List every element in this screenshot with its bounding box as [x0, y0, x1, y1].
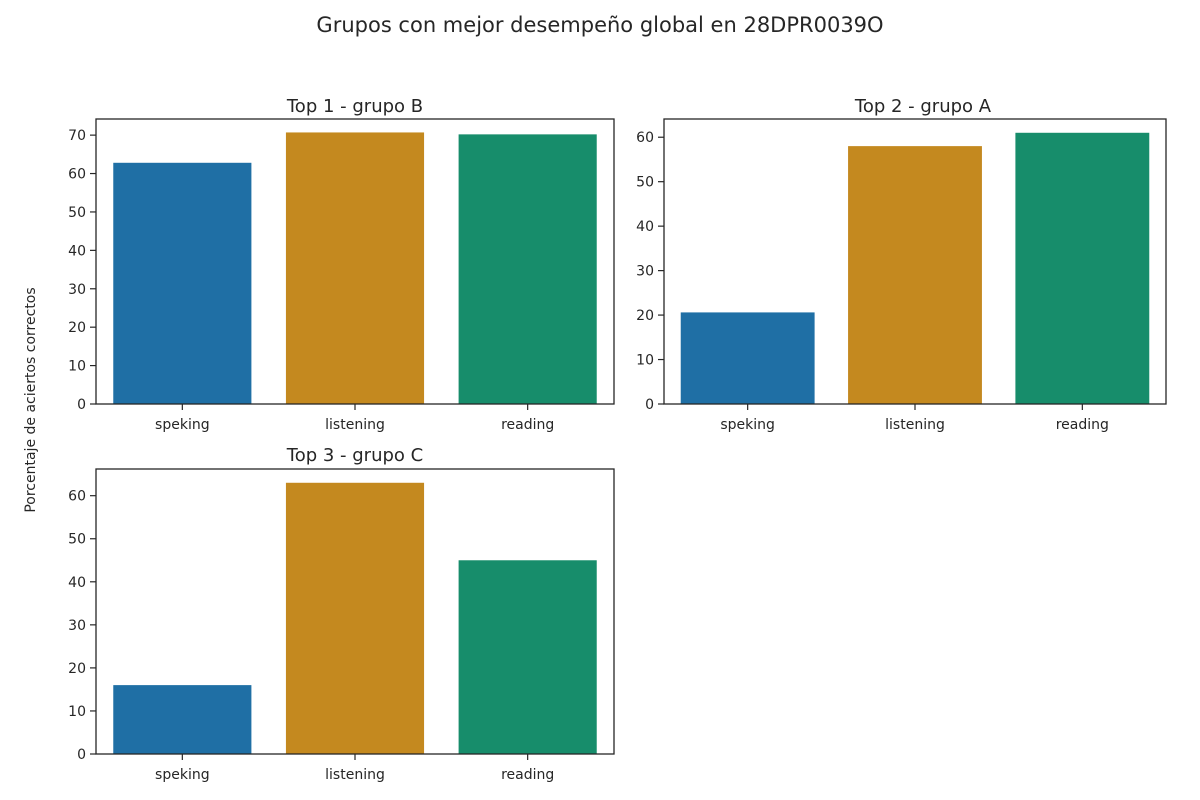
panel-top-2: Top 2 - grupo A 0 10 20 30 40 50 60 speking list…: [636, 96, 1167, 433]
panel-top-1: Top 1 - grupo B 0 10 20 30 40 50 60 70 speking li…: [68, 96, 615, 433]
x-tick-label: listening: [885, 417, 945, 433]
x-tick-label: speking: [155, 767, 210, 783]
y-tick-label: 40: [68, 243, 86, 259]
y-tick-label: 20: [68, 320, 86, 336]
x-tick-label: speking: [155, 417, 210, 433]
y-tick-label: 40: [68, 575, 86, 591]
shared-y-axis-label: Porcentaje de aciertos correctos: [23, 287, 39, 512]
x-tick-label: reading: [501, 767, 554, 783]
x-tick-label: reading: [501, 417, 554, 433]
x-tick-label: reading: [1056, 417, 1109, 433]
y-tick-label: 50: [68, 205, 86, 221]
y-tick-label: 0: [77, 397, 86, 413]
bar-reading: [458, 134, 597, 404]
plot-frame: [95, 468, 615, 755]
y-tick-label: 30: [68, 282, 86, 298]
bar-speking: [113, 685, 252, 754]
panel-top-3: Top 3 - grupo C 0 10 20 30 40 50 60 speking list…: [68, 445, 615, 783]
panel-title: Top 3 - grupo C: [286, 445, 423, 466]
y-tick-label: 10: [68, 704, 86, 720]
y-tick-label: 50: [68, 532, 86, 548]
y-tick-label: 30: [636, 264, 654, 280]
bar-listening: [285, 132, 425, 404]
bar-listening: [848, 146, 982, 404]
y-tick-label: 0: [77, 747, 86, 763]
x-tick-label: listening: [325, 417, 385, 433]
bar-reading: [1015, 132, 1150, 405]
y-tick-label: 50: [636, 175, 654, 191]
x-tick-label: speking: [720, 417, 775, 433]
bar-speking: [113, 162, 252, 404]
y-tick-label: 70: [68, 128, 86, 144]
plot-frame: [663, 118, 1167, 405]
y-tick-label: 60: [68, 489, 86, 505]
y-tick-label: 40: [636, 219, 654, 235]
y-tick-label: 10: [636, 353, 654, 369]
bar-listening: [285, 482, 425, 754]
y-tick-label: 20: [68, 661, 86, 677]
y-tick-label: 10: [68, 359, 86, 375]
plot-frame: [95, 118, 615, 405]
figure-title: Grupos con mejor desempeño global en 28D…: [316, 13, 883, 37]
bar-speking: [680, 312, 815, 404]
y-tick-label: 60: [68, 167, 86, 183]
y-tick-label: 60: [636, 130, 654, 146]
y-tick-label: 20: [636, 308, 654, 324]
y-tick-label: 0: [645, 397, 654, 413]
y-tick-label: 30: [68, 618, 86, 634]
x-tick-label: listening: [325, 767, 385, 783]
bar-reading: [458, 560, 597, 754]
panel-title: Top 1 - grupo B: [286, 96, 423, 117]
panel-title: Top 2 - grupo A: [854, 96, 992, 117]
